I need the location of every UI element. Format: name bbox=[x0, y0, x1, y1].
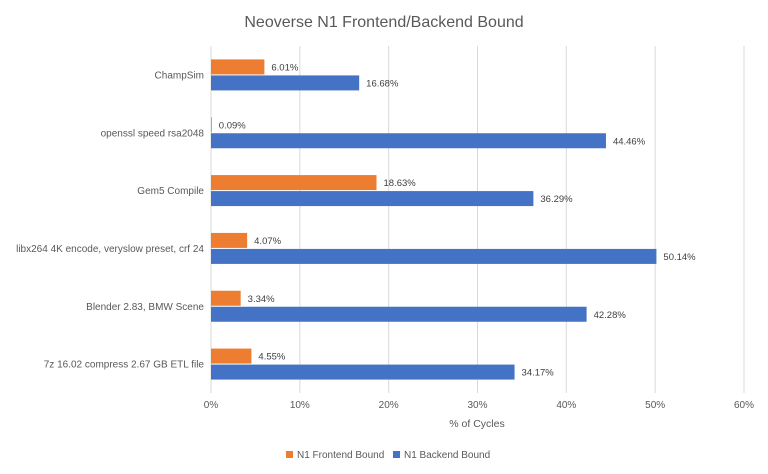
data-label: 44.46% bbox=[613, 136, 646, 147]
data-label: 4.07% bbox=[254, 236, 281, 247]
x-tick-labels: 0% 10% 20% 30% 40% 50% 60% bbox=[204, 400, 754, 411]
category-label: Gem5 Compile bbox=[137, 186, 204, 197]
x-tick-label: 50% bbox=[645, 400, 665, 411]
x-tick-label: 20% bbox=[379, 400, 399, 411]
frontend-bar bbox=[211, 232, 248, 248]
backend-bar bbox=[211, 364, 515, 380]
x-tick-label: 30% bbox=[467, 400, 487, 411]
data-label: 3.34% bbox=[248, 294, 275, 305]
legend: N1 Frontend Bound N1 Backend Bound bbox=[286, 450, 490, 461]
x-tick-label: 40% bbox=[556, 400, 576, 411]
x-tick-label: 60% bbox=[734, 400, 754, 411]
frontend-bar bbox=[211, 175, 377, 191]
legend-swatch bbox=[286, 451, 293, 458]
chart-title: Neoverse N1 Frontend/Backend Bound bbox=[244, 14, 523, 31]
category-label: ChampSim bbox=[155, 70, 204, 81]
category-label: libx264 4K encode, veryslow preset, crf … bbox=[16, 244, 204, 255]
x-axis-title: % of Cycles bbox=[449, 418, 504, 430]
bars: 6.01% 16.68% 0.09% 44.46% 18.63% 36.29% 4.07% 5… bbox=[211, 59, 696, 380]
frontend-bar bbox=[211, 59, 265, 75]
data-label: 36.29% bbox=[540, 194, 573, 205]
x-tick-label: 0% bbox=[204, 400, 219, 411]
data-label: 4.55% bbox=[258, 352, 285, 363]
backend-bar bbox=[211, 133, 606, 149]
backend-bar bbox=[211, 75, 360, 91]
data-label: 18.63% bbox=[383, 178, 416, 189]
data-label: 6.01% bbox=[271, 62, 298, 73]
data-label: 50.14% bbox=[663, 252, 696, 263]
data-label: 0.09% bbox=[219, 120, 246, 131]
legend-label: N1 Backend Bound bbox=[404, 450, 490, 461]
backend-bar bbox=[211, 248, 657, 264]
x-tick-label: 10% bbox=[290, 400, 310, 411]
data-label: 34.17% bbox=[522, 368, 555, 379]
frontend-bar bbox=[211, 117, 212, 133]
category-label: Blender 2.83, BMW Scene bbox=[86, 302, 204, 313]
category-label: openssl speed rsa2048 bbox=[101, 128, 205, 139]
backend-bar bbox=[211, 191, 534, 207]
data-label: 16.68% bbox=[366, 78, 399, 89]
gridlines bbox=[210, 46, 745, 393]
category-labels: ChampSim openssl speed rsa2048 Gem5 Compil… bbox=[16, 70, 204, 370]
data-label: 42.28% bbox=[594, 310, 627, 321]
backend-bar bbox=[211, 306, 587, 322]
frontend-bar bbox=[211, 290, 241, 306]
legend-label: N1 Frontend Bound bbox=[297, 450, 384, 461]
legend-swatch bbox=[393, 451, 400, 458]
frontend-bar bbox=[211, 348, 252, 364]
category-label: 7z 16.02 compress 2.67 GB ETL file bbox=[44, 360, 205, 371]
